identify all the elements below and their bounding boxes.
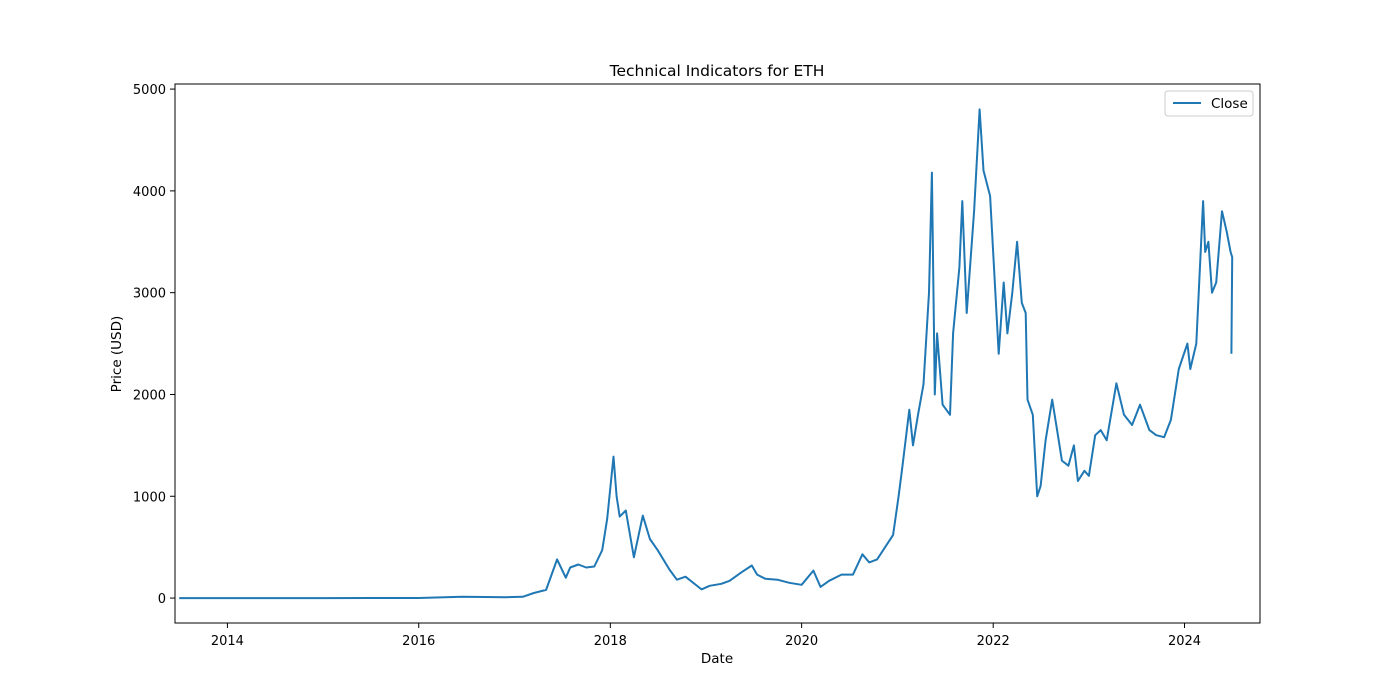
chart-title: Technical Indicators for ETH xyxy=(609,62,825,80)
plot-area xyxy=(179,108,1234,600)
x-tick-label: 2016 xyxy=(402,634,435,649)
x-tick-label: 2020 xyxy=(785,634,818,649)
legend-label-close: Close xyxy=(1211,96,1248,112)
y-tick-label: 2000 xyxy=(133,388,166,403)
legend-box xyxy=(1164,90,1254,117)
x-axis-ticks: 2014 2016 2018 2020 2022 2024 xyxy=(211,623,1201,649)
y-tick-label: 5000 xyxy=(133,83,166,98)
axes-frame xyxy=(174,83,1261,624)
y-tick-label: 1000 xyxy=(133,490,166,505)
y-axis-ticks: 0 1000 2000 3000 4000 5000 xyxy=(133,83,175,607)
legend: Close xyxy=(1164,90,1254,117)
x-axis-label: Date xyxy=(701,651,733,667)
series-line-close xyxy=(179,108,1234,600)
x-tick-label: 2022 xyxy=(977,634,1010,649)
x-tick-label: 2024 xyxy=(1168,634,1201,649)
y-tick-label: 4000 xyxy=(133,185,166,200)
y-axis-label: Price (USD) xyxy=(109,316,125,393)
y-tick-label: 0 xyxy=(158,592,166,607)
x-tick-label: 2014 xyxy=(211,634,244,649)
x-tick-label: 2018 xyxy=(594,634,627,649)
y-tick-label: 3000 xyxy=(133,287,166,302)
